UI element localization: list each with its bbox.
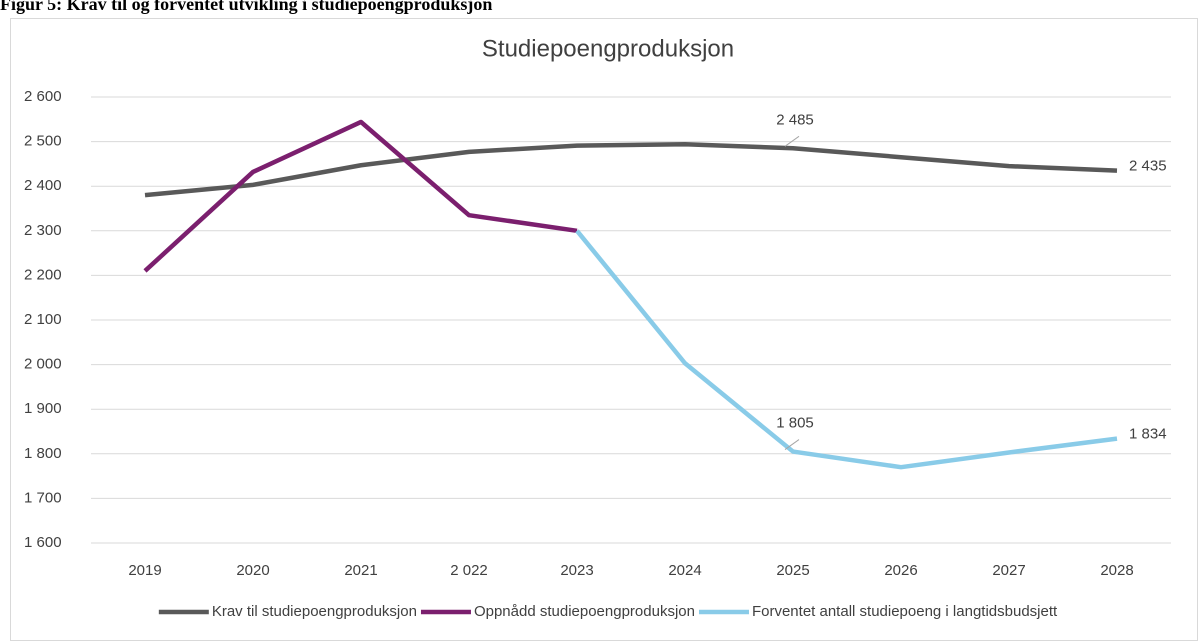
series-line (575, 229, 1118, 470)
data-label: 2 435 (1129, 158, 1167, 175)
x-tick-label: 2025 (776, 562, 809, 579)
x-tick-label: 2023 (560, 562, 593, 579)
y-tick-label: 2 300 (24, 222, 62, 239)
figure-caption: Figur 5: Krav til og forventet utvikling… (0, 0, 492, 14)
x-tick-label: 2020 (236, 562, 269, 579)
y-tick-label: 2 400 (24, 177, 62, 194)
x-tick-label: 2024 (668, 562, 701, 579)
y-tick-label: 2 500 (24, 133, 62, 150)
x-tick-label: 2019 (128, 562, 161, 579)
leader-line (784, 439, 800, 450)
x-tick-label: 2027 (992, 562, 1025, 579)
data-label: 1 834 (1129, 426, 1167, 443)
y-tick-label: 2 000 (24, 356, 62, 373)
y-tick-label: 2 600 (24, 88, 62, 105)
legend-label: Krav til studiepoengproduksjon (212, 603, 417, 620)
legend-label: Forventet antall studiepoeng i langtidsb… (752, 603, 1058, 620)
chart-frame (10, 18, 1198, 641)
y-tick-label: 2 200 (24, 266, 62, 283)
y-tick-label: 1 800 (24, 445, 62, 462)
series-line (144, 142, 1118, 198)
x-tick-label: 2028 (1100, 562, 1133, 579)
y-tick-label: 2 100 (24, 311, 62, 328)
x-tick-label: 2026 (884, 562, 917, 579)
data-label: 2 485 (776, 111, 814, 128)
y-tick-label: 1 600 (24, 534, 62, 551)
data-label: 1 805 (776, 415, 814, 432)
series-line (143, 119, 578, 273)
x-tick-label: 2021 (344, 562, 377, 579)
chart-title: Studiepoengproduksjon (482, 35, 734, 62)
leader-line (784, 135, 800, 147)
y-tick-label: 1 700 (24, 489, 62, 506)
y-tick-label: 1 900 (24, 400, 62, 417)
x-tick-label: 2 022 (450, 562, 488, 579)
legend-label: Oppnådd studiepoengproduksjon (474, 603, 695, 620)
